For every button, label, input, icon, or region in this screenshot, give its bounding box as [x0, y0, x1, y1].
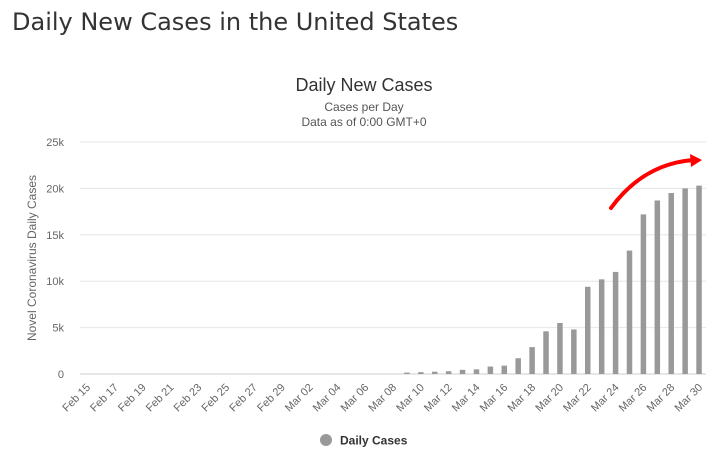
x-tick-label: Mar 16	[478, 382, 511, 415]
page-title: Daily New Cases in the United States	[12, 8, 459, 36]
bar[interactable]	[654, 200, 661, 374]
bar[interactable]	[598, 279, 605, 374]
bar[interactable]	[473, 369, 480, 374]
x-tick-label: Mar 10	[394, 382, 427, 415]
chart-subtitle: Cases per Day	[324, 100, 403, 114]
y-tick-label: 25k	[46, 137, 64, 149]
x-tick-label: Feb 19	[116, 382, 149, 415]
bar[interactable]	[543, 331, 549, 374]
x-tick-label: Mar 18	[506, 382, 539, 415]
y-tick-label: 20k	[46, 183, 64, 195]
legend[interactable]: Daily Cases	[320, 434, 408, 448]
bar[interactable]	[571, 329, 577, 374]
x-tick-label: Mar 26	[617, 382, 650, 415]
x-tick-label: Mar 06	[339, 382, 372, 415]
bar[interactable]	[431, 371, 438, 374]
x-tick-label: Mar 20	[533, 382, 566, 415]
bar[interactable]	[626, 250, 633, 374]
bar[interactable]	[585, 286, 591, 374]
x-tick-label: Mar 02	[283, 382, 316, 415]
x-tick-label: Mar 04	[311, 382, 344, 415]
x-tick-label: Mar 28	[645, 382, 678, 415]
bar[interactable]	[515, 358, 521, 374]
y-tick-label: 5k	[52, 323, 64, 335]
x-tick-label: Mar 08	[366, 382, 399, 415]
bar[interactable]	[418, 372, 424, 374]
x-tick-label: Mar 14	[450, 382, 483, 415]
x-tick-label: Feb 17	[88, 382, 121, 415]
bar[interactable]	[487, 366, 494, 374]
x-tick-label: Feb 27	[227, 382, 260, 415]
bar[interactable]	[668, 193, 674, 374]
legend-swatch	[320, 434, 332, 446]
chart-title: Daily New Cases	[295, 75, 432, 95]
x-tick-label: Mar 22	[561, 382, 594, 415]
bar[interactable]	[445, 371, 452, 374]
x-tick-label: Mar 12	[422, 382, 455, 415]
bar[interactable]	[640, 214, 647, 374]
bar[interactable]	[529, 347, 535, 374]
legend-label: Daily Cases	[340, 434, 408, 448]
bar[interactable]	[404, 372, 410, 374]
bar[interactable]	[459, 369, 466, 374]
trend-arrow-head	[690, 154, 702, 167]
bar[interactable]	[557, 322, 563, 374]
chart-data-date: Data as of 0:00 GMT+0	[301, 115, 426, 129]
bar[interactable]	[612, 271, 619, 374]
x-tick-label: Feb 15	[60, 382, 93, 415]
y-tick-label: 15k	[46, 230, 64, 242]
x-tick-label: Feb 29	[255, 382, 288, 415]
x-tick-label: Feb 25	[199, 382, 232, 415]
y-axis-label: Novel Coronavirus Daily Cases	[25, 175, 39, 341]
y-tick-label: 10k	[46, 276, 64, 288]
bar[interactable]	[501, 365, 508, 374]
x-tick-label: Mar 24	[589, 382, 622, 415]
bar[interactable]	[696, 185, 702, 374]
bar[interactable]	[682, 188, 688, 374]
trend-arrow-line	[609, 158, 696, 210]
x-tick-label: Feb 21	[144, 382, 177, 415]
x-tick-label: Feb 23	[172, 382, 205, 415]
x-tick-label: Mar 30	[672, 382, 705, 415]
y-tick-label: 0	[58, 369, 64, 381]
